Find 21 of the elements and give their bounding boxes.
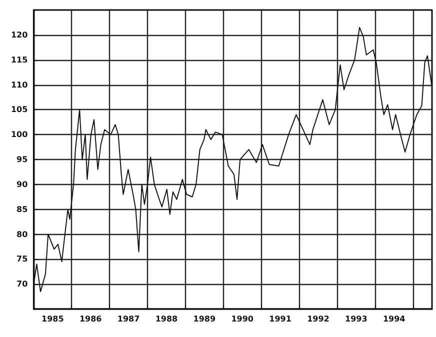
x-tick-label: 1992 [307, 314, 330, 324]
x-tick-label: 1985 [42, 314, 64, 324]
x-tick-label: 1993 [345, 314, 368, 324]
y-tick-label: 115 [10, 55, 28, 64]
y-tick-label: 80 [16, 230, 28, 239]
y-tick-label: 70 [16, 280, 28, 289]
y-tick-label: 95 [16, 155, 28, 164]
x-tick-label: 1988 [155, 314, 178, 324]
x-tick-label: 1987 [117, 314, 140, 324]
y-tick-label: 120 [10, 30, 28, 40]
y-tick-label: 110 [10, 80, 28, 90]
y-tick-label: 90 [16, 180, 28, 189]
y-tick-label: 85 [16, 204, 28, 214]
x-tick-label: 1990 [231, 314, 254, 324]
x-tick-label: 1994 [382, 314, 406, 324]
y-tick-label: 75 [16, 254, 28, 264]
x-tick-label: 1991 [269, 314, 292, 324]
y-tick-label: 100 [10, 130, 28, 140]
x-tick-label: 1989 [193, 314, 216, 324]
y-tick-label: 105 [10, 105, 28, 114]
x-tick-label: 1986 [79, 314, 102, 324]
